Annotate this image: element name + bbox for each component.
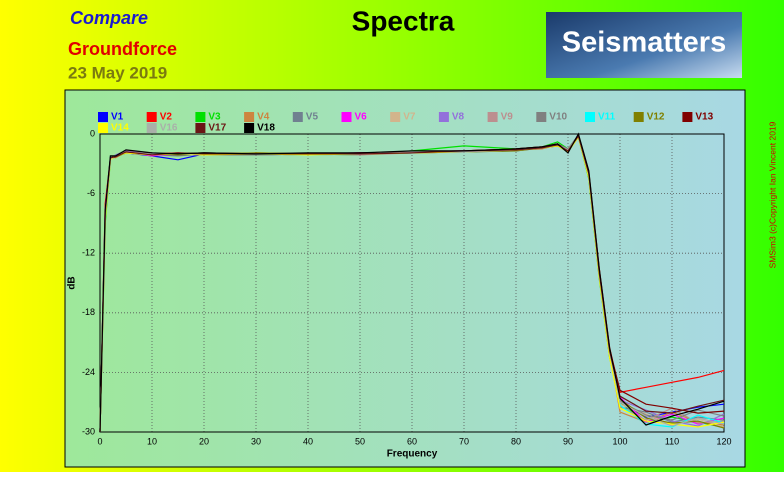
x-tick-label: 20 bbox=[199, 436, 209, 446]
x-tick-label: 100 bbox=[612, 436, 627, 446]
legend-label: V16 bbox=[160, 123, 178, 134]
x-tick-label: 40 bbox=[303, 436, 313, 446]
y-tick-label: -30 bbox=[82, 426, 95, 436]
copyright: SMSim3 (c)Copyright Ian Vincent 2019 bbox=[767, 121, 777, 268]
legend-label: V8 bbox=[452, 112, 465, 123]
legend-label: V12 bbox=[647, 112, 665, 123]
label-date: 23 May 2019 bbox=[68, 63, 167, 82]
legend-label: V1 bbox=[111, 112, 124, 123]
legend-swatch bbox=[146, 123, 157, 133]
legend-label: V17 bbox=[208, 123, 226, 134]
legend-swatch bbox=[195, 112, 206, 122]
legend-label: V4 bbox=[257, 112, 270, 123]
chart-title: Spectra bbox=[352, 5, 455, 36]
legend-label: V2 bbox=[160, 112, 173, 123]
legend-swatch bbox=[146, 112, 157, 122]
legend-swatch bbox=[244, 112, 255, 122]
legend-swatch bbox=[98, 112, 108, 122]
plot-area bbox=[99, 133, 725, 433]
legend-label: V14 bbox=[111, 123, 129, 134]
x-tick-label: 10 bbox=[147, 436, 157, 446]
y-tick-label: -18 bbox=[82, 307, 95, 317]
x-tick-label: 80 bbox=[511, 436, 521, 446]
label-source: Groundforce bbox=[68, 39, 177, 59]
legend-label: V3 bbox=[208, 112, 221, 123]
y-tick-label: -24 bbox=[82, 367, 95, 377]
y-tick-label: 0 bbox=[90, 128, 95, 138]
legend-label: V7 bbox=[403, 112, 416, 123]
x-tick-label: 30 bbox=[251, 436, 261, 446]
legend-label: V9 bbox=[501, 112, 514, 123]
logo-text: Seismatters bbox=[562, 27, 726, 59]
x-tick-label: 70 bbox=[459, 436, 469, 446]
legend-label: V11 bbox=[598, 112, 616, 123]
y-axis-label: dB bbox=[67, 276, 78, 289]
series-line bbox=[99, 132, 725, 433]
legend-swatch bbox=[633, 112, 644, 122]
plot-frame bbox=[64, 89, 746, 468]
legend-swatch bbox=[438, 112, 449, 122]
legend-swatch bbox=[244, 123, 255, 133]
label-compare: Compare bbox=[70, 8, 148, 28]
legend-label: V18 bbox=[257, 123, 275, 134]
legend-swatch bbox=[195, 123, 206, 133]
x-tick-label: 50 bbox=[355, 436, 365, 446]
x-axis-label: Frequency bbox=[387, 449, 438, 460]
x-tick-label: 60 bbox=[407, 436, 417, 446]
x-tick-label: 120 bbox=[716, 436, 731, 446]
x-tick-label: 0 bbox=[97, 436, 102, 446]
legend-swatch bbox=[390, 112, 401, 122]
legend-swatch bbox=[536, 112, 547, 122]
legend-label: V10 bbox=[549, 112, 567, 123]
legend-swatch bbox=[98, 123, 108, 133]
y-tick-label: -12 bbox=[82, 248, 95, 258]
legend-swatch bbox=[292, 112, 303, 122]
legend-label: V5 bbox=[306, 112, 319, 123]
logo bbox=[546, 12, 742, 78]
legend-label: V13 bbox=[695, 112, 713, 123]
legend-swatch bbox=[487, 112, 498, 122]
legend-label: V6 bbox=[355, 112, 368, 123]
x-tick-label: 90 bbox=[563, 436, 573, 446]
y-tick-label: -6 bbox=[87, 188, 95, 198]
legend-swatch bbox=[341, 112, 352, 122]
legend-swatch bbox=[682, 112, 693, 122]
legend-swatch bbox=[585, 112, 595, 122]
x-tick-label: 110 bbox=[665, 436, 679, 446]
